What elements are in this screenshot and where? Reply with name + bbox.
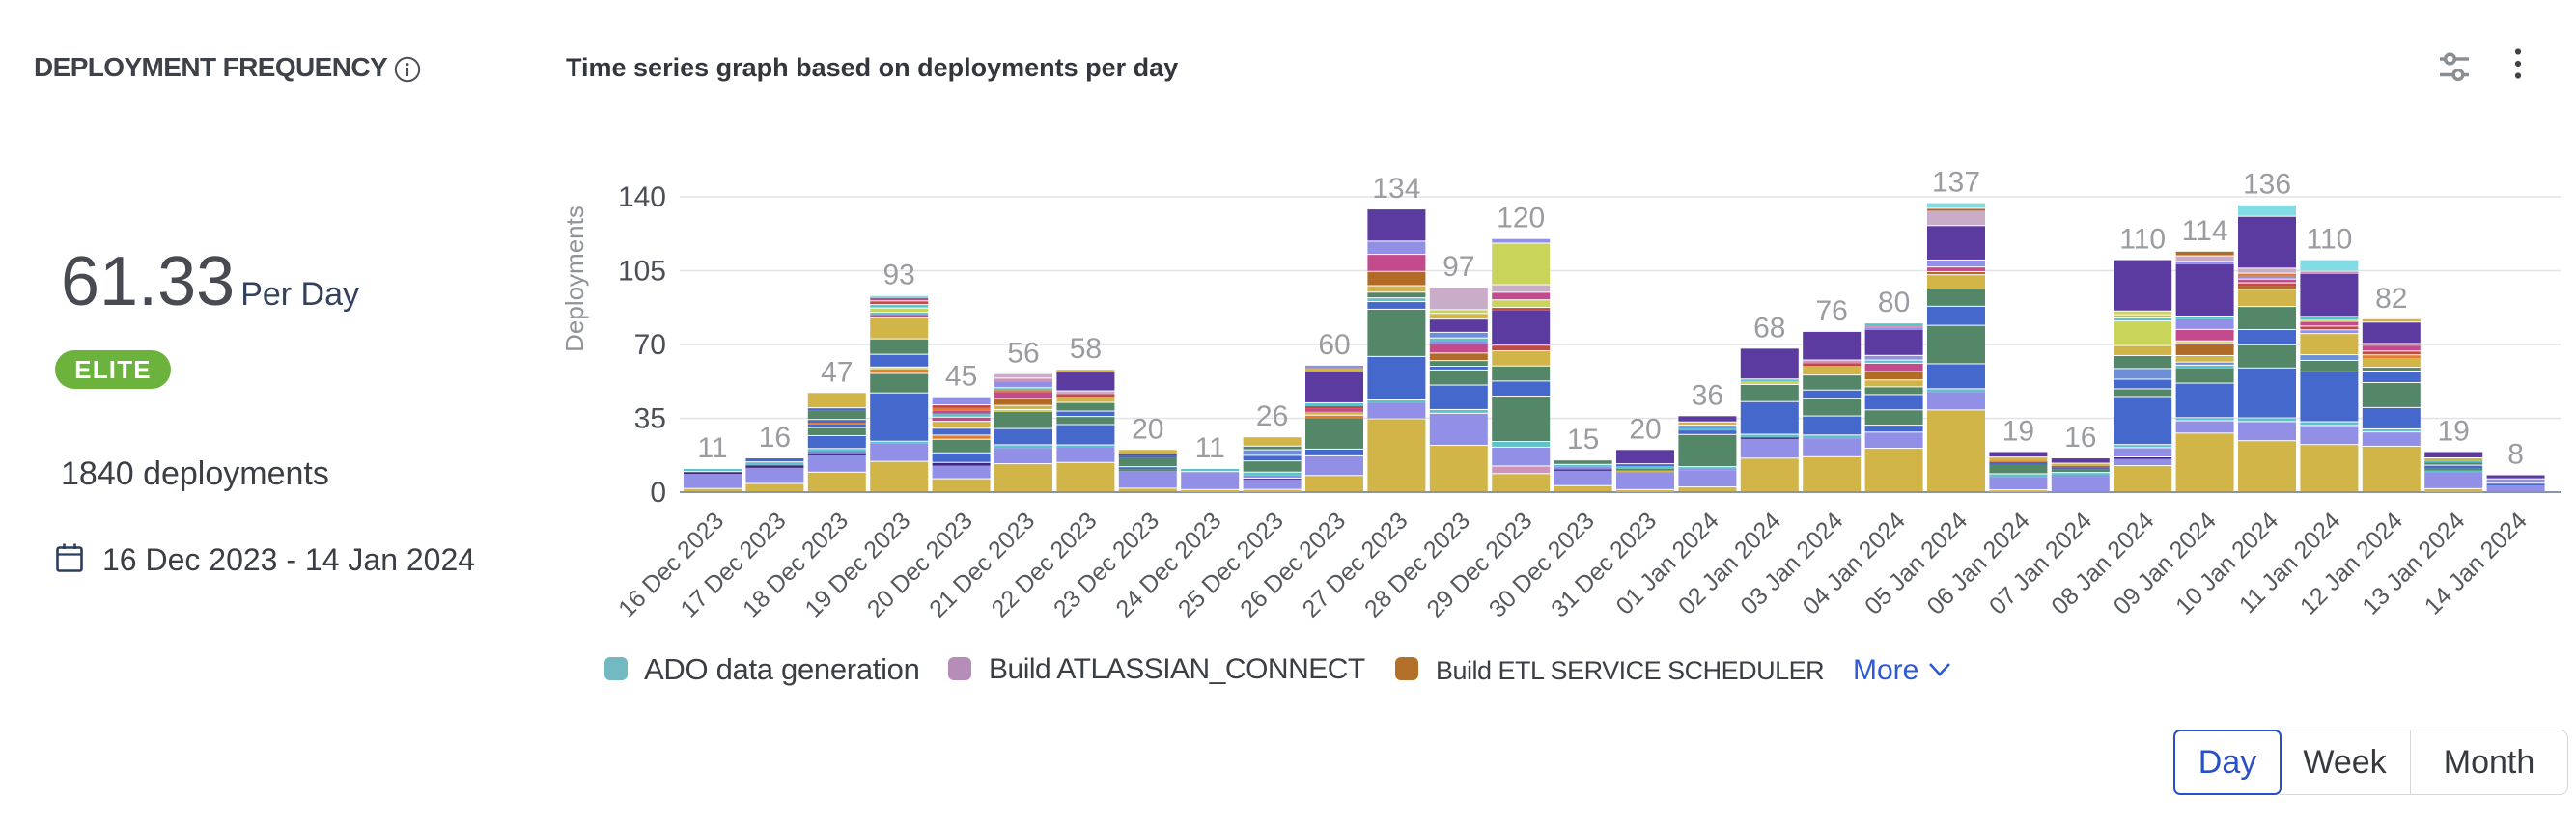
svg-text:140: 140: [618, 181, 666, 213]
svg-text:110: 110: [2306, 224, 2352, 256]
svg-text:134: 134: [1372, 173, 1420, 205]
svg-text:19: 19: [2002, 416, 2034, 448]
svg-text:35: 35: [634, 403, 666, 435]
svg-text:114: 114: [2182, 215, 2228, 247]
svg-text:11: 11: [697, 432, 727, 464]
svg-text:76: 76: [1816, 295, 1848, 327]
svg-text:45: 45: [945, 361, 977, 393]
svg-text:137: 137: [1932, 167, 1980, 199]
svg-text:110: 110: [2119, 224, 2166, 256]
svg-text:8: 8: [2507, 439, 2524, 471]
svg-text:97: 97: [1442, 251, 1474, 283]
svg-text:60: 60: [1318, 329, 1350, 361]
svg-text:26: 26: [1256, 400, 1288, 432]
svg-text:56: 56: [1007, 338, 1039, 370]
svg-text:58: 58: [1070, 333, 1102, 365]
svg-text:20: 20: [1629, 413, 1661, 445]
svg-text:19: 19: [2438, 416, 2470, 448]
svg-text:105: 105: [618, 256, 666, 288]
svg-text:82: 82: [2375, 283, 2407, 315]
svg-text:0: 0: [650, 477, 666, 509]
svg-text:16: 16: [759, 422, 791, 454]
svg-text:Deployments: Deployments: [560, 206, 589, 352]
svg-text:80: 80: [1878, 287, 1910, 318]
svg-text:120: 120: [1497, 203, 1545, 234]
svg-text:136: 136: [2243, 169, 2291, 201]
svg-text:15: 15: [1567, 424, 1599, 455]
svg-text:36: 36: [1692, 379, 1723, 411]
svg-text:70: 70: [634, 329, 666, 361]
svg-text:11: 11: [1195, 432, 1225, 464]
svg-text:68: 68: [1753, 312, 1785, 344]
svg-text:93: 93: [883, 260, 915, 291]
svg-text:16: 16: [2064, 422, 2096, 454]
svg-text:47: 47: [821, 356, 853, 388]
svg-text:20: 20: [1132, 413, 1163, 445]
